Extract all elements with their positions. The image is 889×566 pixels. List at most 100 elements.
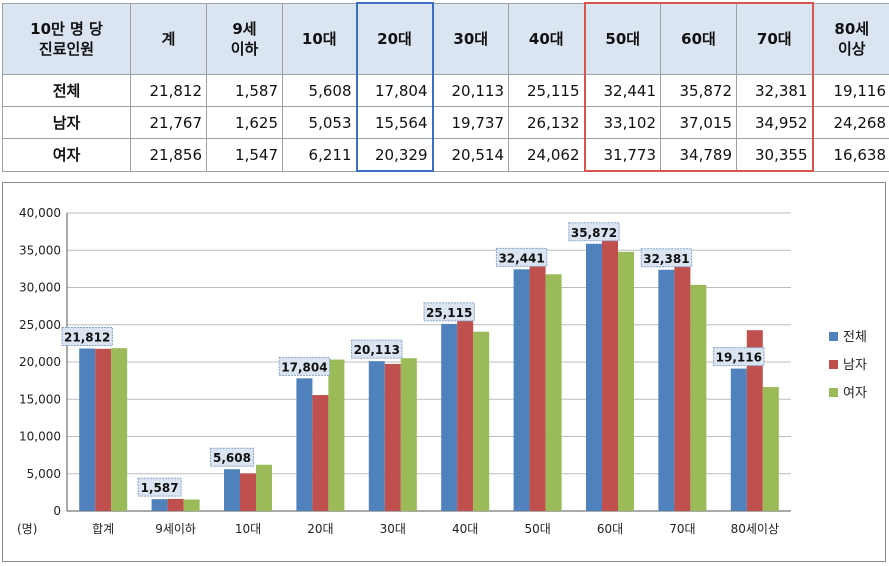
header-cell: 30대 bbox=[432, 2, 509, 75]
header-cell: 50대 bbox=[583, 2, 661, 75]
table-cell: 21,767 bbox=[130, 106, 207, 139]
table-cell: 1,547 bbox=[206, 138, 283, 172]
bar-남자 bbox=[674, 250, 691, 511]
legend-label: 전체 bbox=[843, 330, 867, 345]
bar-여자 bbox=[762, 387, 779, 511]
data-label-box bbox=[137, 477, 182, 497]
legend-label: 여자 bbox=[843, 386, 867, 401]
bar-여자 bbox=[618, 251, 634, 511]
data-label-box bbox=[495, 247, 548, 267]
table-cell: 24,062 bbox=[508, 138, 585, 172]
data-label-box bbox=[278, 356, 331, 376]
y-unit-label: (명) bbox=[17, 522, 37, 536]
x-category-label: 9세이하 bbox=[155, 522, 196, 536]
data-label-box bbox=[568, 222, 620, 242]
x-category-label: 합계 bbox=[92, 522, 114, 536]
data-label: 32,441 bbox=[498, 251, 544, 265]
bar-남자 bbox=[529, 264, 546, 511]
table-cell: 26,132 bbox=[508, 106, 585, 139]
table-cell: 20,514 bbox=[432, 138, 509, 172]
data-label: 35,872 bbox=[571, 226, 617, 240]
y-tick-label: 5,000 bbox=[27, 467, 61, 481]
data-label: 19,116 bbox=[716, 351, 762, 365]
table-cell: 32,381 bbox=[736, 74, 814, 107]
table-cell: 6,211 bbox=[282, 138, 357, 172]
table-row: 남자 21,767 1,625 5,053 15,564 19,737 26,132 33,1… bbox=[2, 106, 889, 139]
bar-전체 bbox=[368, 361, 385, 511]
table-corner-header: 10만 명 당 진료인원 bbox=[2, 2, 131, 75]
data-label: 25,115 bbox=[426, 306, 472, 320]
data-label: 1,587 bbox=[141, 481, 179, 495]
bar-여자 bbox=[400, 358, 417, 511]
table-cell: 17,804 bbox=[355, 74, 434, 107]
table-cell: 20,113 bbox=[432, 74, 509, 107]
header-cell: 계 bbox=[130, 2, 207, 75]
bar-전체 bbox=[441, 323, 458, 511]
header-cell: 70대 bbox=[736, 2, 814, 75]
bar-전체 bbox=[224, 469, 240, 511]
y-tick-label: 35,000 bbox=[19, 243, 61, 257]
legend-swatch bbox=[829, 388, 838, 397]
y-tick-label: 30,000 bbox=[19, 281, 61, 295]
bar-chart: 0 5,000 10,000 15,000 20,000 25,000 30,000 35,0… bbox=[17, 206, 867, 536]
bar-여자 bbox=[473, 331, 490, 511]
header-cell: 60대 bbox=[660, 2, 737, 75]
bar-여자 bbox=[545, 274, 562, 511]
table-row: 여자 21,856 1,547 6,211 20,329 20,514 24,062 31,7… bbox=[2, 138, 889, 172]
row-label: 여자 bbox=[2, 138, 131, 172]
x-category-label: 80세이상 bbox=[731, 522, 779, 536]
x-category-label: 40대 bbox=[452, 522, 478, 536]
table-cell: 20,329 bbox=[355, 138, 434, 172]
bar-전체 bbox=[79, 348, 96, 511]
table-cell: 34,789 bbox=[660, 138, 737, 172]
bar-남자 bbox=[602, 235, 618, 511]
bar-여자 bbox=[690, 284, 707, 511]
table-row: 전체 21,812 1,587 5,608 17,804 20,113 25,115 32,4… bbox=[2, 74, 889, 107]
x-category-label: 20대 bbox=[307, 522, 333, 536]
bar-전체 bbox=[151, 499, 168, 511]
bar-여자 bbox=[111, 348, 128, 511]
header-cell: 10대 bbox=[282, 2, 357, 75]
data-label: 5,608 bbox=[213, 451, 251, 465]
table-cell: 35,872 bbox=[660, 74, 737, 107]
table-cell: 25,115 bbox=[508, 74, 585, 107]
legend-swatch bbox=[829, 332, 838, 341]
bar-전체 bbox=[296, 378, 313, 511]
table-cell: 30,355 bbox=[736, 138, 814, 172]
bar-남자 bbox=[312, 395, 329, 511]
table-cell: 37,015 bbox=[660, 106, 737, 139]
x-category-label: 30대 bbox=[380, 522, 406, 536]
data-label: 32,381 bbox=[643, 252, 689, 266]
y-tick-label: 10,000 bbox=[19, 430, 61, 444]
table-cell: 32,441 bbox=[583, 74, 661, 107]
table-cell: 1,587 bbox=[206, 74, 283, 107]
data-label-box bbox=[713, 347, 765, 367]
data-label-box bbox=[61, 327, 113, 347]
y-tick-label: 0 bbox=[53, 504, 61, 518]
bar-여자 bbox=[183, 499, 200, 511]
table-cell: 5,053 bbox=[282, 106, 357, 139]
legend-swatch bbox=[829, 360, 838, 369]
bar-전체 bbox=[586, 243, 602, 511]
data-label: 17,804 bbox=[281, 360, 327, 374]
x-category-label: 50대 bbox=[524, 522, 550, 536]
data-label-box bbox=[210, 447, 254, 467]
data-label: 21,812 bbox=[64, 331, 110, 345]
header-cell: 40대 bbox=[508, 2, 585, 75]
x-category-label: 10대 bbox=[235, 522, 261, 536]
data-label: 20,113 bbox=[354, 343, 400, 357]
stats-table: 10만 명 당 진료인원 계 9세 이하 10대 20대 30대 40대 50대 6… bbox=[2, 2, 889, 172]
y-tick-label: 15,000 bbox=[19, 392, 61, 406]
bar-남자 bbox=[457, 316, 474, 511]
row-label: 전체 bbox=[2, 74, 131, 107]
x-category-label: 60대 bbox=[597, 522, 623, 536]
row-label: 남자 bbox=[2, 106, 131, 139]
chart-frame: 0 5,000 10,000 15,000 20,000 25,000 30,000 35,0… bbox=[2, 182, 886, 562]
table-cell: 31,773 bbox=[583, 138, 661, 172]
bar-전체 bbox=[730, 368, 747, 511]
header-cell: 20대 bbox=[355, 2, 434, 75]
data-label-box bbox=[351, 339, 403, 359]
y-tick-label: 40,000 bbox=[19, 206, 61, 220]
bar-남자 bbox=[384, 363, 401, 511]
bar-남자 bbox=[167, 498, 184, 511]
